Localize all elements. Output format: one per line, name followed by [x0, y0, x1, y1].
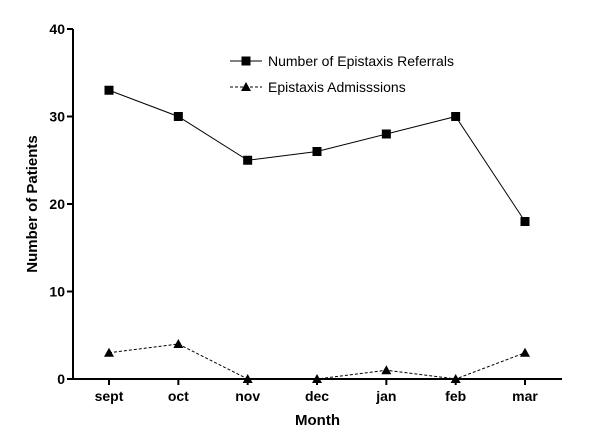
legend-item-1: Number of Epistaxis Referrals: [230, 53, 454, 69]
data-point: [243, 155, 253, 165]
legend-marker: [241, 82, 251, 91]
y-tick-label: 30: [49, 109, 65, 125]
legend: Number of Epistaxis Referrals Epistaxis A…: [230, 53, 454, 95]
data-point: [451, 112, 461, 121]
series-layer: [104, 85, 530, 383]
data-point: [173, 339, 184, 348]
data-point: [450, 374, 461, 383]
x-tick-label: dec: [305, 388, 329, 404]
x-tick-label: jan: [375, 388, 396, 404]
x-tick-label: sept: [95, 388, 124, 404]
data-point: [381, 129, 391, 139]
y-axis-title: Number of Patients: [24, 135, 41, 273]
y-tick-label: 20: [49, 196, 65, 212]
data-point: [104, 85, 114, 95]
data-point: [173, 112, 183, 121]
y-tick-label: 10: [49, 284, 65, 300]
legend-label: Number of Epistaxis Referrals: [268, 53, 454, 69]
data-point: [520, 217, 530, 226]
legend-marker: [241, 56, 251, 66]
data-point: [520, 347, 530, 357]
data-point: [312, 147, 322, 156]
series-1: [104, 85, 530, 226]
y-axis-ticks: 0 10 20 30 40: [49, 21, 73, 387]
x-tick-label: mar: [512, 388, 538, 404]
series-line: [108, 343, 526, 380]
x-axis-title: Month: [295, 412, 340, 429]
y-tick-label: 40: [49, 21, 65, 37]
data-point: [104, 347, 114, 357]
data-point: [312, 374, 322, 383]
x-tick-label: oct: [168, 388, 189, 404]
x-tick-label: nov: [235, 388, 260, 404]
x-tick-label: feb: [445, 388, 466, 404]
legend-label: Epistaxis Admisssions: [268, 79, 406, 95]
legend-item-2: Epistaxis Admisssions: [230, 79, 406, 95]
series-2: [104, 339, 530, 383]
y-tick-label: 0: [57, 371, 65, 387]
data-point: [381, 365, 392, 375]
data-point: [242, 374, 253, 383]
